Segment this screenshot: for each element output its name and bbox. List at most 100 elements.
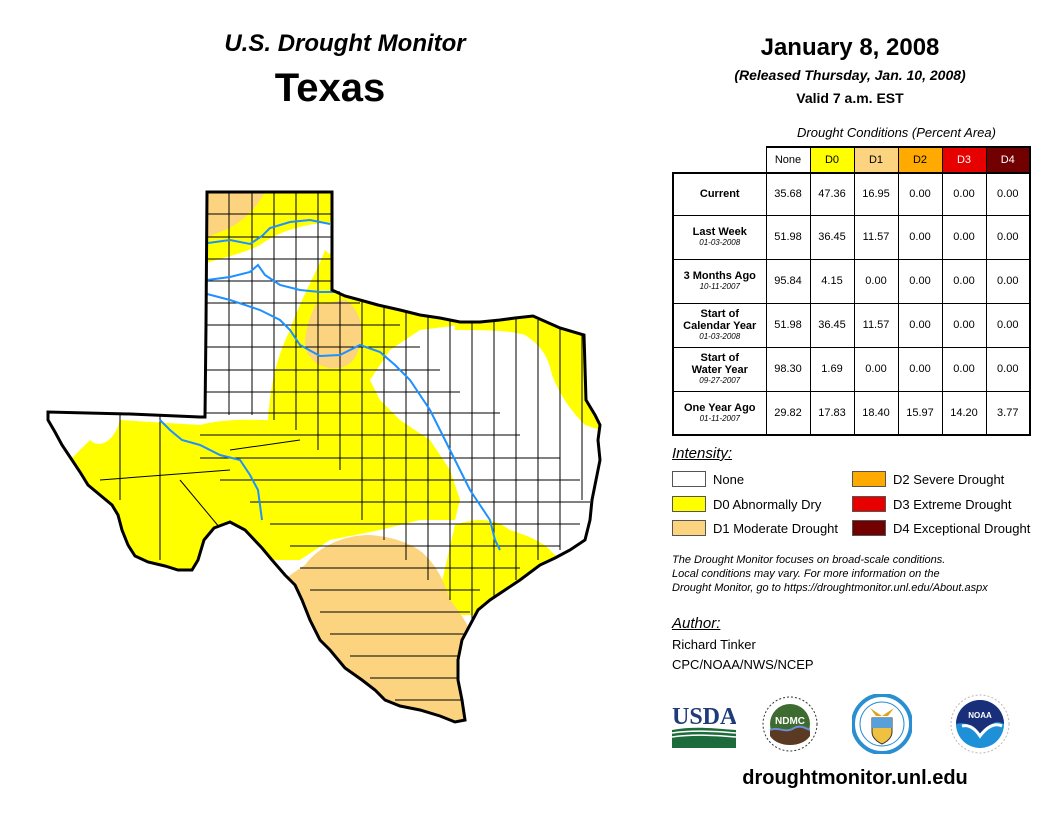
- legend-label: D0 Abnormally Dry: [713, 496, 822, 512]
- table-row: Current 35.68 47.36 16.95 0.00 0.00 0.00: [672, 172, 1031, 216]
- legend-label: D1 Moderate Drought: [713, 520, 839, 536]
- row-date: 10-11-2007: [699, 282, 740, 291]
- table-header-row: None D0 D1 D2 D3 D4: [673, 146, 1031, 174]
- legend-item: D1 Moderate Drought: [672, 520, 838, 536]
- cell-d1: 18.40: [853, 390, 899, 436]
- cell-d2: 15.97: [897, 390, 943, 436]
- cell-none: 35.68: [765, 172, 811, 216]
- cell-d4: 3.77: [985, 390, 1031, 436]
- map-area-d1-panhandle: [200, 192, 265, 240]
- note-line-3: Drought Monitor, go to https://droughtmo…: [672, 582, 988, 594]
- intensity-title: Intensity:: [672, 445, 733, 462]
- usda-logo: USDA: [672, 704, 736, 748]
- row-label-text: Start of: [700, 308, 740, 320]
- legend-swatch: [852, 496, 886, 512]
- column-header-d2: D2: [897, 146, 943, 174]
- cell-d2: 0.00: [897, 346, 943, 392]
- cell-d1: 11.57: [853, 214, 899, 260]
- column-header-d4: D4: [985, 146, 1031, 174]
- row-label-text-2: Water Year: [691, 364, 748, 376]
- row-label-text: 3 Months Ago: [683, 270, 756, 282]
- valid-time: Valid 7 a.m. EST: [796, 90, 904, 106]
- row-date: 01-03-2008: [699, 332, 741, 341]
- cell-d4: 0.00: [985, 172, 1031, 216]
- cell-d4: 0.00: [985, 346, 1031, 392]
- cell-none: 98.30: [765, 346, 811, 392]
- cell-d1: 11.57: [853, 302, 899, 348]
- author-title: Author:: [672, 615, 721, 632]
- legend-label: D3 Extreme Drought: [893, 496, 1012, 512]
- cell-d3: 0.00: [941, 172, 987, 216]
- map-area-d0-northeast: [455, 315, 600, 430]
- cell-d1: 16.95: [853, 172, 899, 216]
- usda-logo-text: USDA: [672, 704, 736, 730]
- legend-item: D4 Exceptional Drought: [852, 520, 1030, 536]
- rio-grande-pecos: [159, 419, 263, 521]
- release-date: (Released Thursday, Jan. 10, 2008): [734, 67, 966, 83]
- author-org: CPC/NOAA/NWS/NCEP: [672, 657, 814, 672]
- cell-d2: 0.00: [897, 258, 943, 304]
- noaa-logo: NOAA: [950, 694, 1010, 754]
- rivers: [159, 218, 501, 551]
- cell-d0: 4.15: [809, 258, 855, 304]
- table-row: Start of Water Year 09-27-2007 98.30 1.69 0.0…: [672, 346, 1031, 392]
- row-label: Start of Water Year 09-27-2007: [672, 346, 767, 392]
- cell-d3: 0.00: [941, 302, 987, 348]
- author-name: Richard Tinker: [672, 637, 756, 652]
- cell-d3: 0.00: [941, 258, 987, 304]
- cell-d3: 0.00: [941, 346, 987, 392]
- cell-d1: 0.00: [853, 258, 899, 304]
- note-line-2: Local conditions may vary. For more info…: [672, 568, 940, 580]
- legend-item: None: [672, 471, 744, 487]
- row-date: 09-27-2007: [699, 376, 741, 385]
- disclaimer-note: The Drought Monitor focuses on broad-sca…: [672, 553, 1042, 595]
- map-date: January 8, 2008: [760, 34, 940, 61]
- map-area-d1-rolling-plains: [305, 300, 362, 369]
- row-label: Start of Calendar Year 01-03-2008: [672, 302, 767, 348]
- legend-item: D0 Abnormally Dry: [672, 496, 821, 512]
- cell-d1: 0.00: [853, 346, 899, 392]
- table-row: 3 Months Ago 10-11-2007 95.84 4.15 0.00 0.00 0…: [672, 258, 1031, 304]
- column-header-d1: D1: [853, 146, 899, 174]
- cell-d0: 36.45: [809, 214, 855, 260]
- table-row: Last Week 01-03-2008 51.98 36.45 11.57 0.00 0.…: [672, 214, 1031, 260]
- legend-label: None: [713, 471, 745, 487]
- legend-item: D2 Severe Drought: [852, 471, 1004, 487]
- table-row: One Year Ago 01-11-2007 29.82 17.83 18.40 15.…: [672, 390, 1031, 436]
- cell-d4: 0.00: [985, 214, 1031, 260]
- brazos-river: [206, 293, 501, 551]
- cell-d2: 0.00: [897, 172, 943, 216]
- row-label: Current: [672, 172, 767, 216]
- legend-swatch: [852, 520, 886, 536]
- legend-swatch: [672, 471, 706, 487]
- row-label-text: Current: [699, 188, 740, 201]
- legend-label: D2 Severe Drought: [893, 471, 1005, 487]
- row-label: One Year Ago 01-11-2007: [672, 390, 767, 436]
- website-url[interactable]: droughtmonitor.unl.edu: [742, 767, 968, 789]
- table-row: Start of Calendar Year 01-03-2008 51.98 36.4…: [672, 302, 1031, 348]
- row-label-text: One Year Ago: [683, 401, 756, 414]
- legend-swatch: [672, 520, 706, 536]
- cell-d0: 1.69: [809, 346, 855, 392]
- commerce-seal-logo: [852, 694, 912, 754]
- table-caption: Drought Conditions (Percent Area): [797, 125, 996, 140]
- ndmc-logo: NDMC: [762, 696, 818, 752]
- canadian-river: [207, 218, 331, 246]
- row-date: 01-11-2007: [699, 413, 740, 423]
- column-header-d0: D0: [809, 146, 855, 174]
- legend-swatch: [852, 471, 886, 487]
- cell-d2: 0.00: [897, 214, 943, 260]
- row-label-text-2: Calendar Year: [683, 320, 757, 332]
- row-label-text: Last Week: [692, 226, 747, 238]
- cell-d0: 36.45: [809, 302, 855, 348]
- cell-d4: 0.00: [985, 258, 1031, 304]
- ndmc-logo-text: NDMC: [775, 716, 805, 727]
- row-date: 01-03-2008: [699, 238, 741, 247]
- county-lines: [99, 192, 590, 701]
- column-header-d3: D3: [941, 146, 987, 174]
- cell-none: 51.98: [765, 302, 811, 348]
- texas-drought-map: [46, 190, 602, 724]
- noaa-logo-text: NOAA: [968, 711, 992, 720]
- row-label: Last Week 01-03-2008: [672, 214, 767, 260]
- map-subtitle: U.S. Drought Monitor: [224, 30, 466, 57]
